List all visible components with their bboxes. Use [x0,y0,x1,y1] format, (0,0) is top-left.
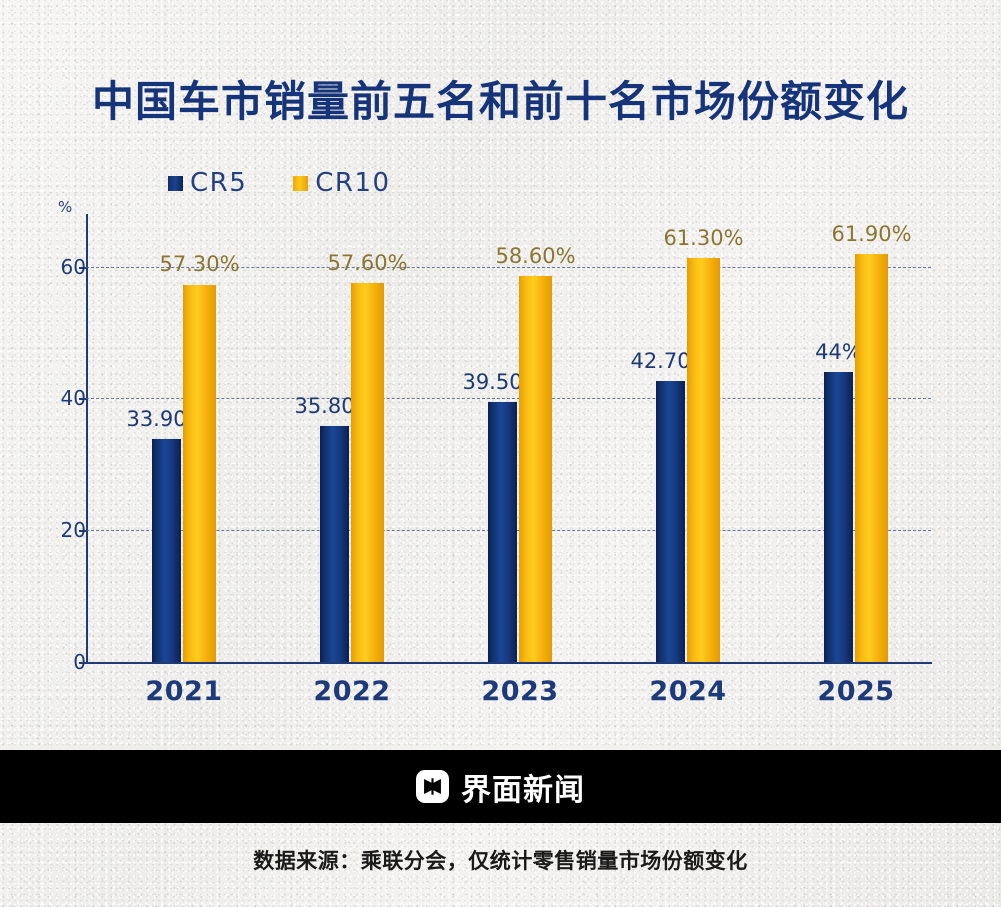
bar-value-label-cr10-2021: 57.30% [159,252,240,277]
y-axis-tickmark [79,662,87,664]
bar-value-label-cr5-2025: 44% [815,340,862,365]
bar-cr10-2023[interactable] [519,275,552,662]
bar-cr10-2022[interactable] [351,282,384,662]
y-axis-tickmark [79,398,87,401]
x-axis-label-2024: 2024 [649,676,727,707]
source-note: 数据来源：乘联分会，仅统计零售销量市场份额变化 [253,849,748,873]
x-axis-label-2025: 2025 [817,676,895,707]
page-title: 中国车市销量前五名和前十名市场份额变化 [91,77,909,126]
bar-cr5-2022[interactable] [320,426,349,662]
bar-value-label-cr10-2023: 58.60% [495,243,576,268]
bar-cr10-2025[interactable] [855,254,888,662]
x-axis-label-2022: 2022 [313,676,391,707]
gridline [86,266,931,268]
legend-item-cr5[interactable]: CR5 [168,168,247,198]
y-axis-line [86,214,88,663]
x-axis-line [86,662,932,664]
legend-item-cr10[interactable]: CR10 [293,168,390,198]
chart-legend: CR5 CR10 [168,168,391,198]
gridline [86,398,931,400]
bar-value-label-cr10-2022: 57.60% [327,250,408,275]
bar-cr5-2025[interactable] [824,372,853,662]
y-axis-tickmark [79,266,87,269]
x-axis-label-2023: 2023 [481,676,559,707]
brand-band: 界面新闻 [0,750,1001,823]
bar-cr5-2023[interactable] [488,401,517,662]
legend-label-cr5: CR5 [190,168,248,198]
bar-cr5-2021[interactable] [152,438,181,662]
x-axis-label-2021: 2021 [145,676,223,707]
y-axis-tickmark [79,530,87,533]
bar-value-label-cr10-2025: 61.90% [831,222,912,247]
legend-swatch-icon-cr5 [168,175,183,191]
legend-swatch-icon-cr10 [293,175,309,191]
bar-cr10-2021[interactable] [183,284,216,662]
brand-name: 界面新闻 [461,772,585,808]
legend-label-cr10: CR10 [315,168,391,198]
y-axis-unit-label: % [58,198,73,216]
bar-cr10-2024[interactable] [687,258,720,662]
bar-value-label-cr10-2024: 61.30% [663,226,744,251]
jiemian-bowtie-logo-icon [416,770,449,803]
bar-cr5-2024[interactable] [656,380,685,662]
